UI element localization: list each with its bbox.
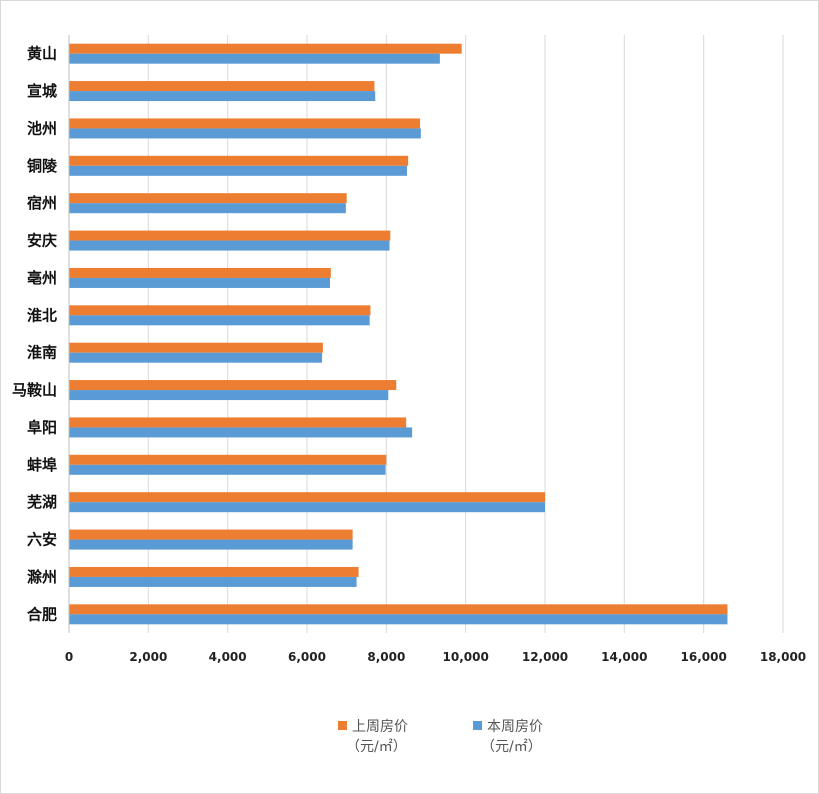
bar-this-week (69, 203, 346, 214)
x-tick-label: 10,000 (443, 650, 489, 664)
bar-last-week (69, 380, 397, 391)
bar-this-week (69, 91, 376, 102)
bar-last-week (69, 529, 353, 540)
legend-swatch-last-week (338, 721, 347, 730)
bars (69, 43, 728, 625)
bar-this-week (69, 315, 370, 326)
bar-last-week (69, 305, 371, 316)
bar-this-week (69, 539, 353, 550)
bar-this-week (69, 53, 440, 64)
category-label: 铜陵 (27, 157, 58, 175)
bar-last-week (69, 43, 462, 54)
x-tick-label: 6,000 (288, 650, 326, 664)
x-tick-label: 8,000 (367, 650, 405, 664)
x-tick-label: 0 (65, 650, 73, 664)
bar-last-week (69, 604, 728, 615)
legend-label-this-week: 本周房价 (487, 719, 543, 735)
bar-last-week (69, 267, 331, 278)
bar-this-week (69, 352, 323, 363)
bar-this-week (69, 502, 545, 513)
bar-this-week (69, 240, 390, 251)
category-label: 合肥 (26, 605, 57, 623)
bar-last-week (69, 155, 409, 166)
legend: 上周房价 （元/㎡） 本周房价 （元/㎡） (338, 719, 543, 755)
category-label: 六安 (27, 531, 57, 549)
category-label: 安庆 (27, 232, 57, 250)
category-label: 阜阳 (27, 418, 57, 436)
bar-last-week (69, 193, 347, 204)
bar-last-week (69, 230, 391, 241)
category-label: 淮南 (27, 344, 57, 362)
legend-unit-last-week: （元/㎡） (346, 739, 407, 755)
category-label: 蚌埠 (27, 456, 57, 474)
category-label: 马鞍山 (12, 381, 57, 399)
bar-this-week (69, 427, 413, 438)
bar-this-week (69, 390, 389, 401)
bar-this-week (69, 165, 407, 176)
legend-swatch-this-week (473, 721, 482, 730)
bar-this-week (69, 277, 331, 288)
legend-item-this-week: 本周房价 （元/㎡） (473, 719, 543, 755)
x-tick-labels: 0 2,000 4,000 6,000 8,000 10,000 12,000 14,000 1… (65, 650, 806, 664)
category-label: 亳州 (27, 269, 57, 287)
bar-this-week (69, 576, 357, 587)
legend-item-last-week: 上周房价 （元/㎡） (338, 719, 408, 755)
category-label: 宣城 (27, 82, 57, 100)
bar-last-week (69, 492, 545, 503)
bar-this-week (69, 464, 386, 475)
bar-last-week (69, 417, 407, 428)
bar-last-week (69, 118, 421, 129)
bar-this-week (69, 614, 728, 625)
category-label: 池州 (27, 119, 57, 137)
category-label: 淮北 (27, 306, 57, 324)
legend-label-last-week: 上周房价 (352, 719, 408, 735)
category-label: 芜湖 (27, 493, 57, 511)
x-tick-label: 14,000 (601, 650, 647, 664)
bar-this-week (69, 128, 421, 139)
x-tick-label: 12,000 (522, 650, 568, 664)
bar-last-week (69, 342, 323, 353)
category-label: 宿州 (27, 194, 57, 212)
category-label: 黄山 (27, 45, 57, 63)
x-tick-label: 16,000 (681, 650, 727, 664)
category-label: 滁州 (27, 568, 57, 586)
bar-last-week (69, 454, 387, 465)
x-tick-label: 2,000 (129, 650, 167, 664)
x-tick-label: 4,000 (209, 650, 247, 664)
bar-last-week (69, 566, 359, 577)
x-tick-label: 18,000 (760, 650, 806, 664)
legend-unit-this-week: （元/㎡） (481, 739, 542, 755)
bar-last-week (69, 81, 375, 92)
